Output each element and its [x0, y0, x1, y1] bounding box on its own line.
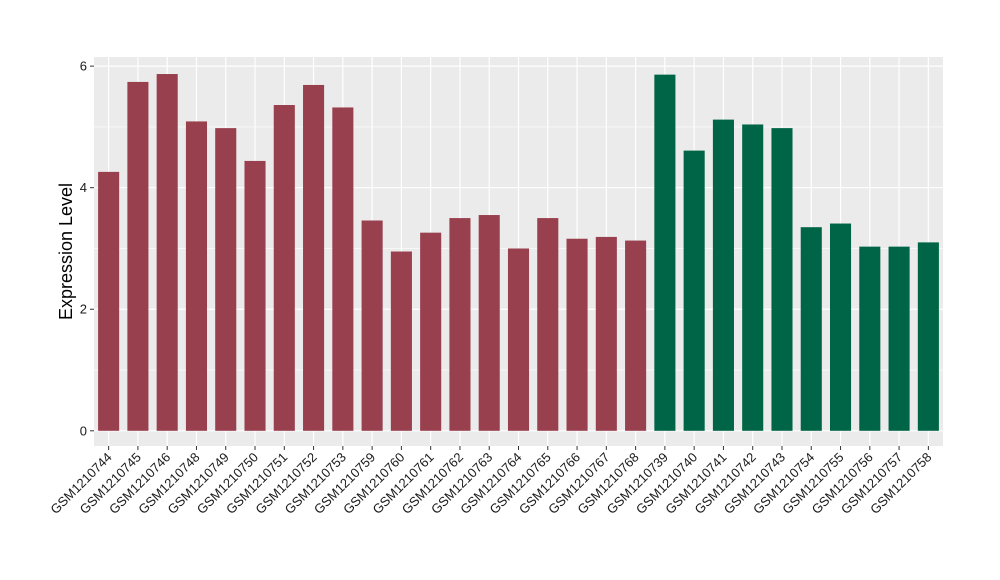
bar-GSM1210756	[859, 246, 881, 431]
bar-GSM1210762	[449, 218, 471, 431]
bar-GSM1210761	[420, 232, 442, 431]
y-tick-label: 0	[80, 423, 87, 438]
bar-GSM1210757	[888, 246, 910, 431]
bar-GSM1210751	[273, 105, 295, 431]
bar-GSM1210750	[244, 160, 266, 431]
bar-GSM1210740	[683, 150, 705, 431]
y-tick-label: 2	[80, 302, 87, 317]
y-tick-label: 4	[80, 180, 87, 195]
bar-GSM1210739	[654, 74, 676, 431]
bar-GSM1210749	[215, 128, 237, 431]
bar-GSM1210767	[595, 236, 617, 431]
bar-GSM1210755	[829, 223, 852, 431]
y-axis: 0 2 4 6	[80, 59, 94, 438]
bar-GSM1210754	[800, 227, 822, 431]
y-axis-title: Expression Level	[56, 183, 76, 320]
bar-GSM1210765	[537, 218, 559, 431]
bar-GSM1210759	[361, 220, 383, 431]
bar-GSM1210752	[303, 84, 325, 431]
bar-GSM1210768	[625, 240, 647, 431]
y-tick-label: 6	[80, 59, 87, 74]
bar-GSM1210748	[185, 121, 208, 431]
bar-GSM1210753	[332, 107, 354, 431]
bar-GSM1210758	[917, 242, 939, 431]
bar-GSM1210744	[98, 171, 120, 431]
bar-GSM1210743	[771, 128, 793, 431]
bar-GSM1210763	[478, 215, 500, 431]
bar-GSM1210760	[390, 251, 412, 431]
bar-GSM1210766	[566, 238, 588, 431]
bar-GSM1210742	[742, 124, 764, 431]
x-axis: GSM1210744GSM1210745GSM1210746GSM1210748…	[47, 446, 934, 517]
bar-GSM1210746	[156, 74, 178, 431]
bar-GSM1210764	[507, 248, 530, 431]
bar-GSM1210745	[127, 81, 149, 431]
bars	[98, 74, 939, 431]
bar-GSM1210741	[712, 119, 734, 431]
